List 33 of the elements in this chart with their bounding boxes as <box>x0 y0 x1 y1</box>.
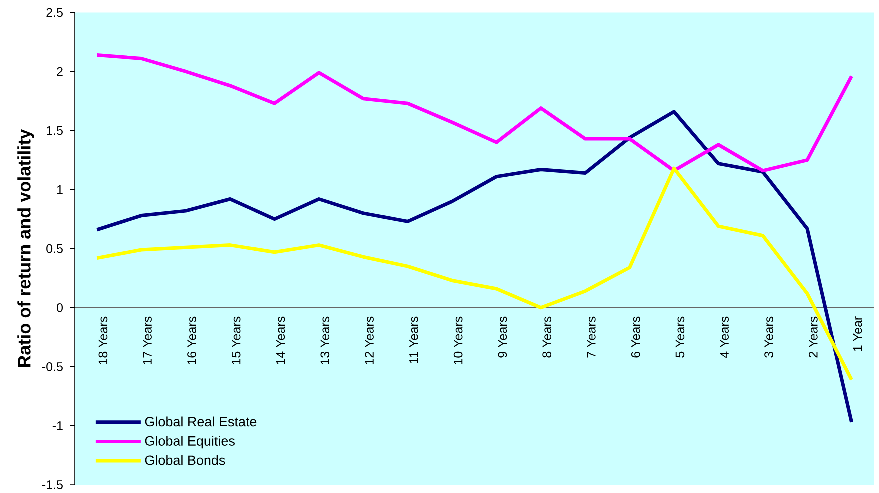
x-tick-label: 3 Years <box>764 316 774 358</box>
x-tick-label: 1 Year <box>853 316 862 352</box>
x-tick-label: 17 Years <box>143 316 152 364</box>
x-tick-label: 10 Years <box>454 316 463 364</box>
x-tick-label: 5 Years <box>676 316 685 358</box>
y-axis-title: Ratio of return and volatility <box>18 129 34 368</box>
legend-label: Global Bonds <box>145 455 226 466</box>
x-tick-label: 7 Years <box>587 316 596 358</box>
x-tick-label: 11 Years <box>410 316 418 364</box>
x-tick-label: 13 Years <box>320 316 330 364</box>
x-tick-label: 14 Years <box>276 316 286 364</box>
x-tick-label: 18 Years <box>98 316 108 364</box>
x-tick-label: 16 Years <box>188 316 196 364</box>
y-tick-label: 0 <box>57 303 63 312</box>
x-tick-label: 8 Years <box>542 316 552 358</box>
y-tick-label: -1.5 <box>42 480 63 490</box>
y-tick-label: -0.5 <box>42 362 63 372</box>
line-series <box>95 166 854 382</box>
x-tick-label: 15 Years <box>232 316 241 364</box>
x-tick-label: 4 Years <box>720 316 729 358</box>
line-series <box>95 53 854 173</box>
legend-label: Global Equities <box>145 436 235 449</box>
y-tick-label: 2.5 <box>46 8 63 18</box>
x-tick-label: 9 Years <box>498 316 508 358</box>
y-tick-label: 1.5 <box>47 126 63 136</box>
y-tick-label: 0.5 <box>46 244 63 254</box>
y-tick-label: 2 <box>57 67 63 76</box>
y-tick-label: 1 <box>57 186 63 194</box>
legend-label: Global Real Estate <box>145 416 257 427</box>
x-tick-label: 12 Years <box>365 316 374 364</box>
x-tick-label: 6 Years <box>631 316 640 358</box>
x-tick-label: 2 Years <box>808 316 818 358</box>
y-tick-label: -1 <box>52 422 63 430</box>
